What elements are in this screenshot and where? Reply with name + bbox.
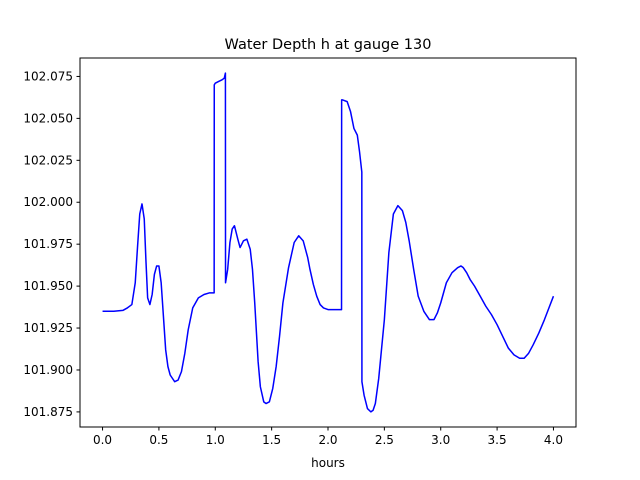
x-tick-label: 1.5 — [262, 433, 281, 447]
x-tick-label: 0.5 — [149, 433, 168, 447]
y-tick-label: 102.000 — [23, 195, 73, 209]
x-axis-label: hours — [311, 456, 345, 470]
y-axis: 101.875 101.900 101.925 101.950 101.975 102.0… — [23, 69, 80, 419]
x-tick-label: 2.0 — [318, 433, 337, 447]
x-tick-label: 3.5 — [488, 433, 507, 447]
y-tick-label: 102.050 — [23, 111, 73, 125]
y-tick-label: 101.900 — [23, 363, 73, 377]
x-tick-label: 4.0 — [544, 433, 563, 447]
y-tick-label: 101.875 — [23, 405, 73, 419]
y-tick-label: 101.950 — [23, 279, 73, 293]
x-tick-label: 3.0 — [431, 433, 450, 447]
y-tick-label: 102.025 — [23, 153, 73, 167]
y-tick-label: 102.075 — [23, 69, 73, 83]
x-tick-label: 1.0 — [206, 433, 225, 447]
x-tick-label: 2.5 — [375, 433, 394, 447]
series-line-0 — [102, 72, 555, 413]
y-tick-label: 101.975 — [23, 237, 73, 251]
y-tick-label: 101.925 — [23, 321, 73, 335]
x-tick-label: 0.0 — [93, 433, 112, 447]
x-axis: 0.0 0.5 1.0 1.5 2.0 2.5 3.0 3.5 4.0 — [93, 427, 563, 447]
chart-title: Water Depth h at gauge 130 — [225, 37, 432, 53]
